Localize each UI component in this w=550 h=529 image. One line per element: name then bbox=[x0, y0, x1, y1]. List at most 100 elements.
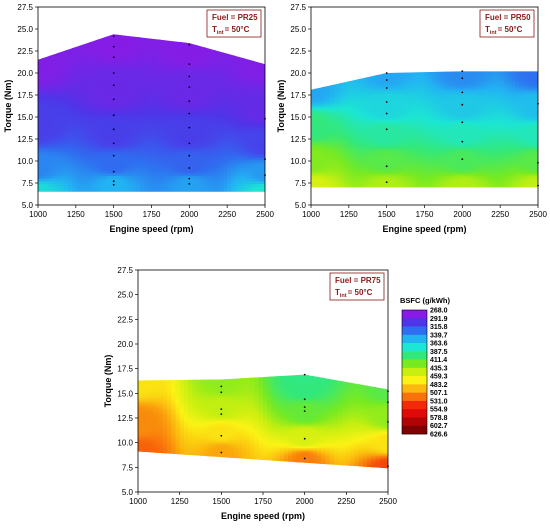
heat-cell bbox=[215, 144, 221, 148]
heat-cell bbox=[345, 162, 350, 165]
heat-cell bbox=[363, 177, 369, 181]
heat-cell bbox=[102, 160, 107, 164]
heat-cell bbox=[326, 109, 331, 113]
heat-cell bbox=[314, 84, 320, 88]
heat-cell bbox=[181, 168, 187, 172]
heat-cell bbox=[177, 123, 183, 127]
heat-cell bbox=[367, 137, 373, 140]
measurement-point bbox=[188, 177, 191, 180]
heat-cell bbox=[390, 113, 395, 117]
heat-cell bbox=[371, 84, 376, 88]
heat-cell bbox=[170, 60, 175, 64]
heat-cell bbox=[208, 173, 213, 177]
heat-cell bbox=[242, 97, 247, 101]
heat-cell bbox=[185, 110, 190, 114]
heat-cell bbox=[106, 113, 111, 117]
heat-cell bbox=[106, 126, 111, 130]
heat-cell bbox=[215, 131, 221, 135]
heat-cell bbox=[375, 144, 380, 148]
heat-cell bbox=[72, 105, 77, 109]
heat-cell bbox=[49, 50, 54, 54]
heat-cell bbox=[318, 168, 323, 171]
heat-cell bbox=[204, 68, 209, 72]
heat-cell bbox=[128, 149, 134, 154]
heat-cell bbox=[102, 44, 107, 49]
heat-cell bbox=[390, 106, 395, 109]
heat-cell bbox=[196, 178, 202, 182]
heat-cell bbox=[360, 80, 365, 84]
heat-cell bbox=[185, 157, 190, 161]
heat-cell bbox=[189, 89, 194, 93]
heat-cell bbox=[311, 82, 316, 86]
heat-cell bbox=[159, 113, 164, 117]
heat-cell bbox=[106, 57, 111, 62]
heat-cell bbox=[132, 68, 137, 72]
heat-cell bbox=[117, 68, 122, 72]
heat-cell bbox=[56, 65, 62, 70]
heat-cell bbox=[162, 36, 168, 41]
heat-cell bbox=[41, 92, 47, 96]
heat-cell bbox=[333, 109, 339, 113]
heat-cell bbox=[45, 160, 50, 164]
heat-cell bbox=[109, 89, 115, 93]
heat-cell bbox=[166, 178, 172, 182]
heat-cell bbox=[356, 158, 361, 161]
heat-cell bbox=[204, 92, 209, 96]
heat-cell bbox=[318, 106, 323, 109]
heat-cell bbox=[193, 120, 198, 125]
heat-cell bbox=[102, 57, 107, 62]
heat-cell bbox=[132, 149, 137, 154]
heat-cell bbox=[132, 60, 137, 64]
heat-cell bbox=[147, 173, 153, 177]
heat-cell bbox=[132, 92, 137, 96]
heatmap-panel-1: 1000 1250 1500 1750 2000 2250 25005.07.510.012… bbox=[3, 3, 274, 234]
heat-cell bbox=[234, 65, 240, 70]
heat-cell bbox=[117, 141, 122, 146]
heat-cell bbox=[189, 157, 194, 161]
heat-cell bbox=[257, 173, 262, 177]
heat-cell bbox=[125, 147, 130, 151]
heat-cell bbox=[212, 92, 217, 96]
heat-cell bbox=[348, 88, 354, 92]
heat-cell bbox=[41, 78, 47, 83]
heat-cell bbox=[151, 44, 156, 49]
heat-cell bbox=[185, 183, 190, 188]
heat-cell bbox=[98, 155, 103, 159]
heat-cell bbox=[98, 128, 103, 133]
heat-cell bbox=[185, 63, 190, 67]
heat-cell bbox=[128, 126, 134, 130]
heat-cell bbox=[64, 44, 69, 49]
heat-cell bbox=[257, 89, 262, 93]
heat-cell bbox=[113, 39, 119, 43]
heat-cell bbox=[390, 146, 395, 150]
heat-cell bbox=[375, 102, 380, 105]
heat-cell bbox=[136, 113, 141, 117]
heat-cell bbox=[98, 144, 103, 148]
heat-cell bbox=[75, 152, 81, 156]
heat-cell bbox=[64, 176, 69, 180]
heat-cell bbox=[83, 170, 88, 175]
heat-cell bbox=[200, 50, 206, 54]
heat-cell bbox=[64, 57, 69, 62]
heat-cell bbox=[356, 109, 361, 113]
heat-cell bbox=[253, 183, 259, 188]
heat-cell bbox=[311, 173, 316, 177]
heat-cell bbox=[159, 144, 164, 148]
heat-cell bbox=[121, 34, 126, 38]
heat-cell bbox=[386, 156, 392, 159]
heat-cell bbox=[257, 168, 262, 172]
heat-cell bbox=[352, 75, 357, 78]
heat-cell bbox=[140, 55, 145, 59]
heat-cell bbox=[193, 144, 198, 148]
heat-cell bbox=[87, 147, 92, 151]
heat-cell bbox=[98, 39, 103, 43]
heat-cell bbox=[117, 170, 122, 175]
heat-cell bbox=[208, 176, 213, 180]
heat-cell bbox=[200, 71, 206, 75]
heat-cell bbox=[212, 131, 217, 135]
heat-cell bbox=[128, 81, 134, 85]
heat-cell bbox=[208, 47, 213, 51]
heat-cell bbox=[257, 39, 262, 43]
heat-cell bbox=[166, 170, 172, 175]
